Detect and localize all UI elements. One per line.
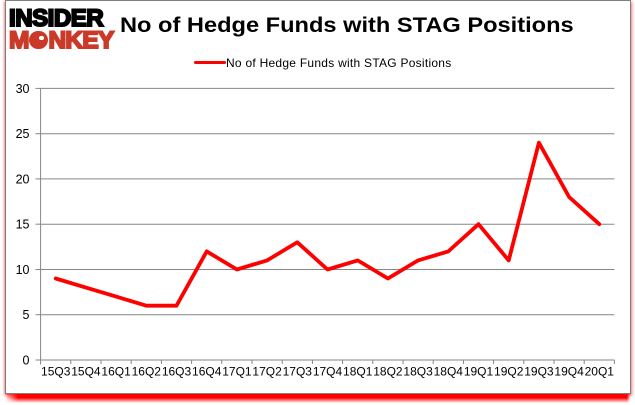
svg-text:20: 20 — [16, 172, 30, 186]
svg-text:18Q3: 18Q3 — [403, 365, 433, 379]
svg-text:15Q3: 15Q3 — [41, 365, 71, 379]
svg-text:15Q4: 15Q4 — [71, 365, 101, 379]
svg-text:19Q2: 19Q2 — [494, 365, 524, 379]
svg-text:15: 15 — [16, 218, 30, 232]
svg-text:17Q3: 17Q3 — [283, 365, 313, 379]
svg-text:18Q1: 18Q1 — [343, 365, 373, 379]
svg-text:16Q3: 16Q3 — [162, 365, 192, 379]
svg-text:16Q2: 16Q2 — [132, 365, 162, 379]
svg-text:18Q4: 18Q4 — [434, 365, 464, 379]
svg-text:20Q1: 20Q1 — [585, 365, 615, 379]
svg-text:17Q4: 17Q4 — [313, 365, 343, 379]
svg-text:17Q1: 17Q1 — [222, 365, 252, 379]
svg-text:30: 30 — [16, 82, 30, 96]
svg-text:5: 5 — [23, 308, 30, 322]
svg-text:0: 0 — [23, 353, 30, 367]
svg-text:18Q2: 18Q2 — [373, 365, 403, 379]
svg-text:25: 25 — [16, 127, 30, 141]
svg-text:16Q4: 16Q4 — [192, 365, 222, 379]
svg-text:16Q1: 16Q1 — [101, 365, 131, 379]
svg-text:10: 10 — [16, 263, 30, 277]
svg-text:17Q2: 17Q2 — [252, 365, 282, 379]
svg-text:19Q3: 19Q3 — [524, 365, 554, 379]
svg-text:19Q4: 19Q4 — [554, 365, 584, 379]
svg-text:19Q1: 19Q1 — [464, 365, 494, 379]
